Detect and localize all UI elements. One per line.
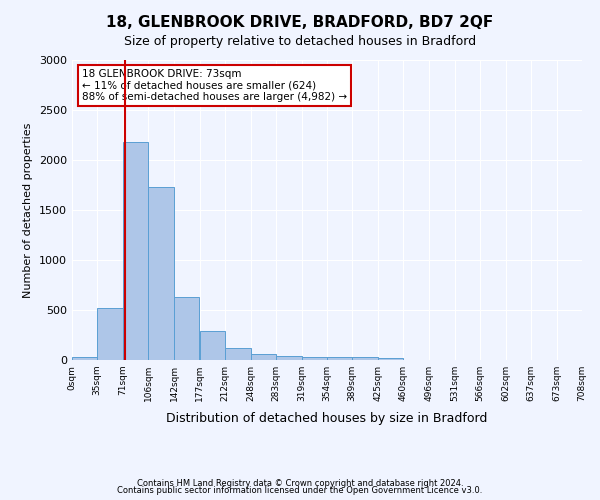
Bar (199, 331, 225, 360)
Y-axis label: Number of detached properties: Number of detached properties (23, 122, 34, 298)
Bar (327, 356, 352, 360)
Bar (302, 356, 327, 360)
Text: Size of property relative to detached houses in Bradford: Size of property relative to detached ho… (124, 35, 476, 48)
Bar (225, 348, 251, 360)
Bar (148, 186, 174, 360)
Bar (352, 356, 378, 360)
Bar (251, 354, 276, 360)
Text: 18 GLENBROOK DRIVE: 73sqm
← 11% of detached houses are smaller (624)
88% of semi: 18 GLENBROOK DRIVE: 73sqm ← 11% of detac… (82, 69, 347, 102)
Bar (174, 296, 199, 360)
Bar (72, 357, 97, 360)
Bar (97, 308, 123, 360)
X-axis label: Distribution of detached houses by size in Bradford: Distribution of detached houses by size … (166, 412, 488, 426)
Bar (123, 142, 148, 360)
Text: Contains HM Land Registry data © Crown copyright and database right 2024.: Contains HM Land Registry data © Crown c… (137, 478, 463, 488)
Text: 18, GLENBROOK DRIVE, BRADFORD, BD7 2QF: 18, GLENBROOK DRIVE, BRADFORD, BD7 2QF (106, 15, 494, 30)
Bar (378, 358, 403, 360)
Text: Contains public sector information licensed under the Open Government Licence v3: Contains public sector information licen… (118, 486, 482, 495)
Bar (276, 356, 302, 360)
